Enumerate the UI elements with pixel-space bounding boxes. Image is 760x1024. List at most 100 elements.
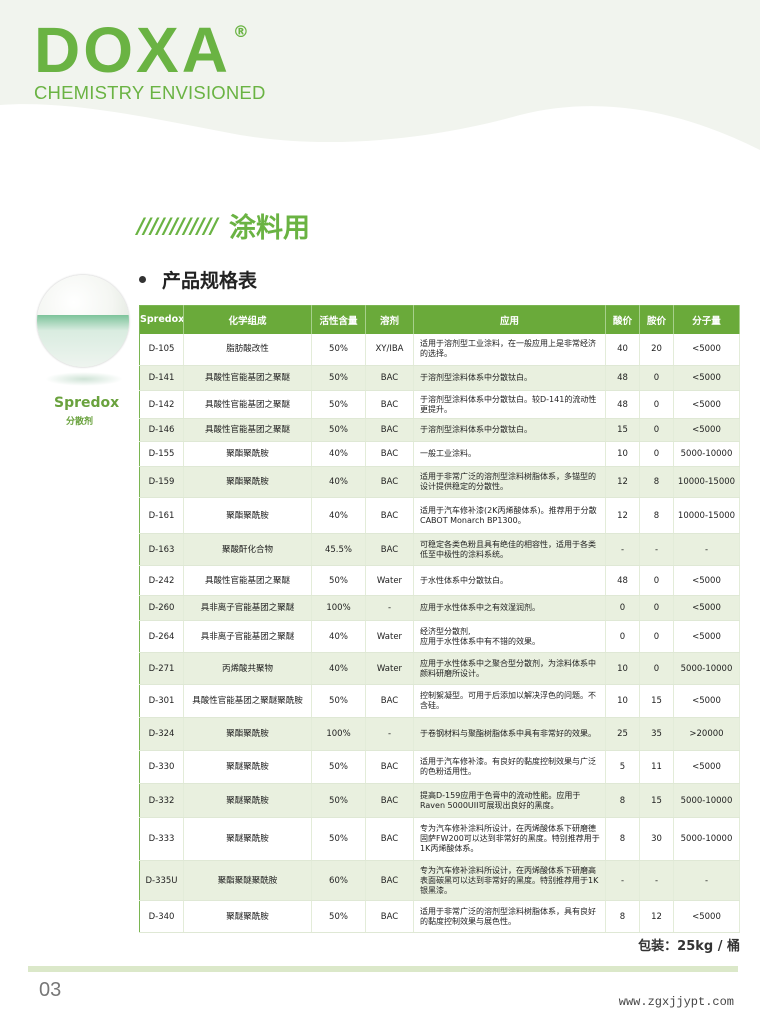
table-cell: 5000-10000 bbox=[673, 817, 740, 861]
footer-divider bbox=[28, 966, 738, 972]
table-row: D-271 丙烯酸共聚物 40% Water 应用于水性体系中之聚合型分散剂，为涂料体系… bbox=[139, 652, 740, 685]
table-cell: 聚酯聚酰胺 bbox=[183, 466, 312, 498]
table-cell: 8 bbox=[639, 466, 674, 498]
table-cell: D-163 bbox=[139, 533, 184, 566]
header-wave-background bbox=[0, 0, 760, 150]
table-cell: - bbox=[605, 533, 640, 566]
table-cell: 聚醚聚酰胺 bbox=[183, 783, 312, 818]
table-row: D-161 聚酯聚酰胺 40% BAC 适用于汽车修补漆(2K丙烯酸体系)。推荐用于分散… bbox=[139, 497, 740, 534]
table-cell: 15 bbox=[639, 684, 674, 718]
table-cell: 于卷钢材料与聚酯树脂体系中具有非常好的效果。 bbox=[413, 717, 606, 751]
table-row: D-146 具酸性官能基团之聚醚 50% BAC 于溶剂型涂料体系中分散钛白。 15 0 <5… bbox=[139, 418, 740, 442]
table-cell: D-141 bbox=[139, 365, 184, 391]
table-cell: D-335U bbox=[139, 860, 184, 901]
subtitle: 产品规格表 bbox=[139, 266, 257, 293]
table-row: D-340 聚醚聚酰胺 50% BAC 适用于非常广泛的溶剂型涂料树脂体系，具有良好的黏… bbox=[139, 900, 740, 933]
table-cell: 应用于水性体系中之有效湿润剂。 bbox=[413, 595, 606, 621]
table-cell: 20 bbox=[639, 333, 674, 366]
table-cell: 50% bbox=[311, 365, 366, 391]
table-cell: 0 bbox=[605, 620, 640, 653]
water-sphere-image bbox=[37, 275, 129, 367]
table-cell: 8 bbox=[605, 817, 640, 861]
table-cell: 50% bbox=[311, 333, 366, 366]
table-cell: 48 bbox=[605, 365, 640, 391]
table-cell: BAC bbox=[365, 860, 414, 901]
table-cell: 50% bbox=[311, 390, 366, 419]
table-cell: 聚酯聚酰胺 bbox=[183, 497, 312, 534]
table-cell: 控制絮凝型。可用于后添加以解决浮色的问题。不含硅。 bbox=[413, 684, 606, 718]
table-cell: D-159 bbox=[139, 466, 184, 498]
table-cell: D-264 bbox=[139, 620, 184, 653]
table-cell: <5000 bbox=[673, 333, 740, 366]
page-number: 03 bbox=[39, 979, 62, 1001]
table-cell: 35 bbox=[639, 717, 674, 751]
table-cell: 0 bbox=[605, 595, 640, 621]
table-cell: 10 bbox=[605, 684, 640, 718]
table-cell: - bbox=[639, 533, 674, 566]
table-cell: 聚酯聚酰胺 bbox=[183, 441, 312, 467]
table-cell: 5000-10000 bbox=[673, 652, 740, 685]
table-cell: 48 bbox=[605, 390, 640, 419]
table-cell: BAC bbox=[365, 533, 414, 566]
table-cell: <5000 bbox=[673, 390, 740, 419]
sphere-reflection bbox=[45, 372, 123, 386]
table-row: D-142 具酸性官能基团之聚醚 50% BAC 于溶剂型涂料体系中分散钛白。较D-14… bbox=[139, 390, 740, 419]
table-cell: 5 bbox=[605, 750, 640, 784]
table-cell: 10000-15000 bbox=[673, 466, 740, 498]
column-header: 酸价 bbox=[605, 305, 640, 334]
table-cell: D-105 bbox=[139, 333, 184, 366]
table-cell: 40% bbox=[311, 466, 366, 498]
table-cell: 0 bbox=[639, 390, 674, 419]
column-header: Spredox bbox=[139, 305, 184, 334]
table-cell: 应用于水性体系中之聚合型分散剂，为涂料体系中颜料研磨所设计。 bbox=[413, 652, 606, 685]
table-row: D-333 聚醚聚酰胺 50% BAC 专为汽车修补涂料所设计，在丙烯酸体系下研磨德固萨… bbox=[139, 817, 740, 861]
table-cell: 具非离子官能基团之聚醚 bbox=[183, 595, 312, 621]
table-cell: 专为汽车修补涂料所设计，在丙烯酸体系下研磨德固萨FW200可以达到非常好的黑度。… bbox=[413, 817, 606, 861]
table-cell: 8 bbox=[605, 900, 640, 933]
table-cell: 15 bbox=[605, 418, 640, 442]
column-header: 胺价 bbox=[639, 305, 674, 334]
table-cell: - bbox=[639, 860, 674, 901]
table-cell: <5000 bbox=[673, 900, 740, 933]
table-cell: <5000 bbox=[673, 565, 740, 596]
table-row: D-163 聚酸酐化合物 45.5% BAC 可稳定各类色粉且具有绝佳的相容性，适用于各… bbox=[139, 533, 740, 566]
table-cell: 50% bbox=[311, 565, 366, 596]
table-row: D-330 聚醚聚酰胺 50% BAC 适用于汽车修补漆。有良好的黏度控制效果与广泛的色… bbox=[139, 750, 740, 784]
table-cell: D-142 bbox=[139, 390, 184, 419]
table-cell: 40 bbox=[605, 333, 640, 366]
table-cell: - bbox=[365, 717, 414, 751]
section-heading: //////////// 涂料用 bbox=[137, 206, 310, 245]
table-cell: BAC bbox=[365, 684, 414, 718]
table-cell: Water bbox=[365, 620, 414, 653]
table-cell: 具酸性官能基团之聚醚 bbox=[183, 565, 312, 596]
table-cell: 10 bbox=[605, 652, 640, 685]
table-row: D-159 聚酯聚酰胺 40% BAC 适用于非常广泛的溶剂型涂料树脂体系，多锚型的设计… bbox=[139, 466, 740, 498]
table-cell: 一般工业涂料。 bbox=[413, 441, 606, 467]
table-cell: 40% bbox=[311, 497, 366, 534]
table-cell: D-330 bbox=[139, 750, 184, 784]
website-url: www.zgxjjypt.com bbox=[618, 995, 734, 1009]
table-cell: 脂肪酸改性 bbox=[183, 333, 312, 366]
bullet-icon bbox=[139, 276, 146, 283]
table-row: D-105 脂肪酸改性 50% XY/IBA 适用于溶剂型工业涂料，在一般应用上是非常经… bbox=[139, 333, 740, 366]
column-header: 溶剂 bbox=[365, 305, 414, 334]
table-cell: 聚醚聚酰胺 bbox=[183, 750, 312, 784]
table-cell: D-301 bbox=[139, 684, 184, 718]
table-cell: D-324 bbox=[139, 717, 184, 751]
table-row: D-264 具非离子官能基团之聚醚 40% Water 经济型分散剂, 应用于水性体系中… bbox=[139, 620, 740, 653]
table-cell: BAC bbox=[365, 390, 414, 419]
table-cell: 40% bbox=[311, 620, 366, 653]
table-cell: 0 bbox=[639, 620, 674, 653]
table-cell: 适用于汽车修补漆。有良好的黏度控制效果与广泛的色粉适用性。 bbox=[413, 750, 606, 784]
table-cell: BAC bbox=[365, 466, 414, 498]
table-cell: 50% bbox=[311, 684, 366, 718]
table-cell: <5000 bbox=[673, 620, 740, 653]
registered-mark: ® bbox=[232, 22, 249, 41]
table-cell: <5000 bbox=[673, 418, 740, 442]
table-cell: D-333 bbox=[139, 817, 184, 861]
table-cell: - bbox=[605, 860, 640, 901]
table-cell: 11 bbox=[639, 750, 674, 784]
table-row: D-332 聚醚聚酰胺 50% BAC 提高D-159应用于色膏中的流动性能。应用于Ra… bbox=[139, 783, 740, 818]
column-header: 活性含量 bbox=[311, 305, 366, 334]
table-row: D-335U 聚酯聚醚聚酰胺 60% BAC 专为汽车修补涂料所设计，在丙烯酸体系下研磨… bbox=[139, 860, 740, 901]
